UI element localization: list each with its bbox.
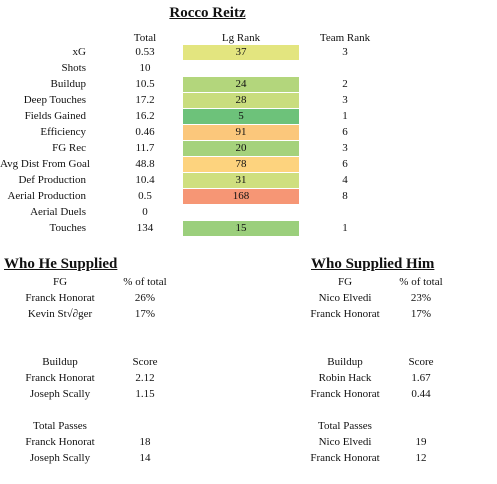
stat-total: 0.53 — [135, 46, 155, 58]
total-header: Total — [133, 32, 157, 44]
stat-label: Def Production — [18, 174, 86, 186]
stat-lg-rank — [183, 205, 299, 220]
stat-label: Efficiency — [40, 126, 86, 138]
stat-lg-rank: 15 — [183, 221, 299, 236]
he-fg-header: FG — [52, 276, 68, 288]
stat-lg-rank: 91 — [183, 125, 299, 140]
he-passes-val-2: 14 — [139, 452, 151, 464]
stat-total: 10 — [139, 62, 151, 74]
stat-team-rank: 3 — [342, 142, 348, 154]
stat-lg-rank: 31 — [183, 173, 299, 188]
him-buildup-col-header: Score — [408, 356, 434, 368]
he-buildup-val-2: 1.15 — [135, 388, 155, 400]
him-fg-val-2: 17% — [410, 308, 432, 320]
stat-team-rank: 3 — [342, 46, 348, 58]
he-buildup-header: Buildup — [42, 356, 78, 368]
he-passes-name-2: Joseph Scally — [29, 452, 91, 464]
stat-lg-rank: 78 — [183, 157, 299, 172]
stat-label: Fields Gained — [24, 110, 86, 122]
he-fg-name-1: Franck Honorat — [25, 292, 95, 304]
stat-label: Deep Touches — [23, 94, 86, 106]
him-passes-name-2: Franck Honorat — [310, 452, 380, 464]
stat-total: 48.8 — [135, 158, 155, 170]
he-fg-col-header: % of total — [123, 276, 167, 288]
stat-team-rank: 6 — [342, 158, 348, 170]
he-fg-val-2: 17% — [134, 308, 156, 320]
stat-lg-rank: 24 — [183, 77, 299, 92]
stat-team-rank: 1 — [342, 222, 348, 234]
him-buildup-val-1: 1.67 — [411, 372, 431, 384]
he-buildup-name-2: Joseph Scally — [29, 388, 91, 400]
he-passes-val-1: 18 — [139, 436, 151, 448]
stat-label: Touches — [49, 222, 87, 234]
stat-total: 0 — [142, 206, 148, 218]
stat-total: 11.7 — [135, 142, 155, 154]
he-buildup-name-1: Franck Honorat — [25, 372, 95, 384]
him-fg-val-1: 23% — [410, 292, 432, 304]
stat-lg-rank: 28 — [183, 93, 299, 108]
him-buildup-name-2: Franck Honorat — [310, 388, 380, 400]
him-buildup-header: Buildup — [327, 356, 363, 368]
stat-team-rank: 6 — [342, 126, 348, 138]
stat-label: Buildup — [50, 78, 86, 90]
stat-lg-rank — [183, 61, 299, 76]
stat-total: 17.2 — [135, 94, 155, 106]
him-fg-col-header: % of total — [399, 276, 443, 288]
he-buildup-col-header: Score — [132, 356, 158, 368]
stat-team-rank: 2 — [342, 78, 348, 90]
stat-label: FG Rec — [52, 142, 86, 154]
stat-label: Aerial Production — [7, 190, 86, 202]
stat-total: 10.4 — [135, 174, 155, 186]
stat-total: 0.5 — [138, 190, 152, 202]
him-passes-name-1: Nico Elvedi — [318, 436, 372, 448]
him-fg-header: FG — [337, 276, 353, 288]
who-supplied-him-title: Who Supplied Him — [311, 256, 435, 272]
stat-lg-rank: 37 — [183, 45, 299, 60]
him-passes-header: Total Passes — [318, 420, 372, 432]
he-fg-name-2: Kevin St√∂ger — [27, 308, 93, 320]
stat-total: 134 — [136, 222, 154, 234]
him-fg-name-1: Nico Elvedi — [318, 292, 372, 304]
him-passes-val-2: 12 — [415, 452, 427, 464]
he-passes-name-1: Franck Honorat — [25, 436, 95, 448]
stat-team-rank: 8 — [342, 190, 348, 202]
player-title: Rocco Reitz — [169, 5, 246, 21]
stat-label: xG — [72, 46, 86, 58]
team-rank-header: Team Rank — [319, 32, 371, 44]
stat-team-rank: 3 — [342, 94, 348, 106]
stat-total: 10.5 — [135, 78, 155, 90]
stat-team-rank: 1 — [342, 110, 348, 122]
stat-label: Shots — [61, 62, 86, 74]
who-he-supplied-title: Who He Supplied — [4, 256, 118, 272]
him-passes-val-1: 19 — [415, 436, 427, 448]
he-passes-header: Total Passes — [33, 420, 87, 432]
him-buildup-val-2: 0.44 — [411, 388, 431, 400]
him-buildup-name-1: Robin Hack — [318, 372, 372, 384]
stat-total: 16.2 — [135, 110, 155, 122]
stat-label: Avg Dist From Goal — [0, 158, 90, 170]
him-fg-name-2: Franck Honorat — [310, 308, 380, 320]
stat-lg-rank: 5 — [183, 109, 299, 124]
lg-rank-header: Lg Rank — [221, 32, 261, 44]
stat-team-rank: 4 — [342, 174, 348, 186]
stat-label: Aerial Duels — [30, 206, 86, 218]
stat-lg-rank: 20 — [183, 141, 299, 156]
stat-total: 0.46 — [135, 126, 155, 138]
stat-lg-rank: 168 — [183, 189, 299, 204]
he-fg-val-1: 26% — [134, 292, 156, 304]
he-buildup-val-1: 2.12 — [135, 372, 155, 384]
